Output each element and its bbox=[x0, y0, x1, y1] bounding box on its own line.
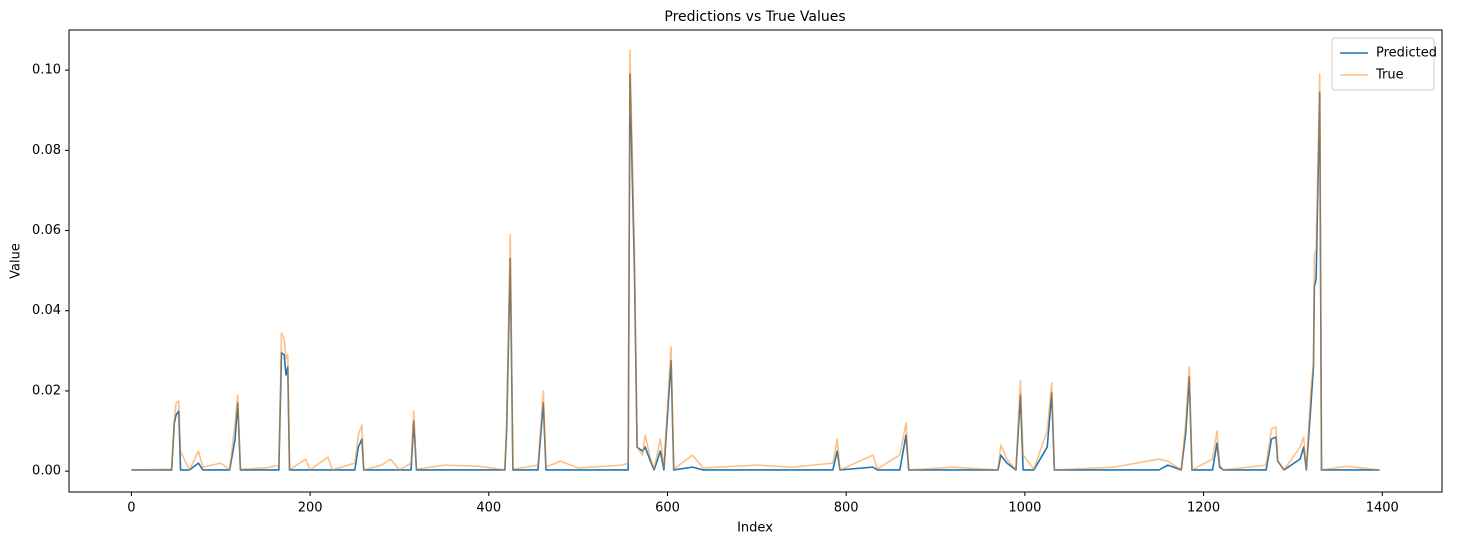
x-tick-label: 600 bbox=[655, 501, 680, 516]
legend-box bbox=[1331, 37, 1435, 91]
x-tick-label: 400 bbox=[476, 501, 501, 516]
x-tick-label: 1400 bbox=[1366, 501, 1399, 516]
legend: Predicted True bbox=[1331, 37, 1437, 91]
data-line bbox=[131, 73, 1380, 471]
x-tick-label: 200 bbox=[298, 501, 323, 516]
y-axis-label: Value bbox=[9, 243, 24, 279]
x-tick-label: 800 bbox=[834, 501, 859, 516]
x-tick-label: 0 bbox=[127, 501, 135, 516]
y-tick-label: 0.02 bbox=[32, 383, 61, 398]
data-line bbox=[131, 49, 1380, 471]
x-axis-label: Index bbox=[737, 521, 773, 536]
y-tick-label: 0.06 bbox=[32, 223, 61, 238]
legend-label: True bbox=[1375, 68, 1404, 83]
plot-frame bbox=[68, 29, 1443, 493]
y-tick-label: 0.10 bbox=[32, 63, 61, 78]
y-tick-label: 0.04 bbox=[32, 303, 61, 318]
y-tick-label: 0.08 bbox=[32, 143, 61, 158]
chart-title: Predictions vs True Values bbox=[664, 9, 845, 25]
y-tick-label: 0.00 bbox=[32, 464, 61, 479]
x-tick-label: 1000 bbox=[1008, 501, 1041, 516]
x-tick-label: 1200 bbox=[1187, 501, 1220, 516]
legend-label: Predicted bbox=[1376, 46, 1437, 61]
